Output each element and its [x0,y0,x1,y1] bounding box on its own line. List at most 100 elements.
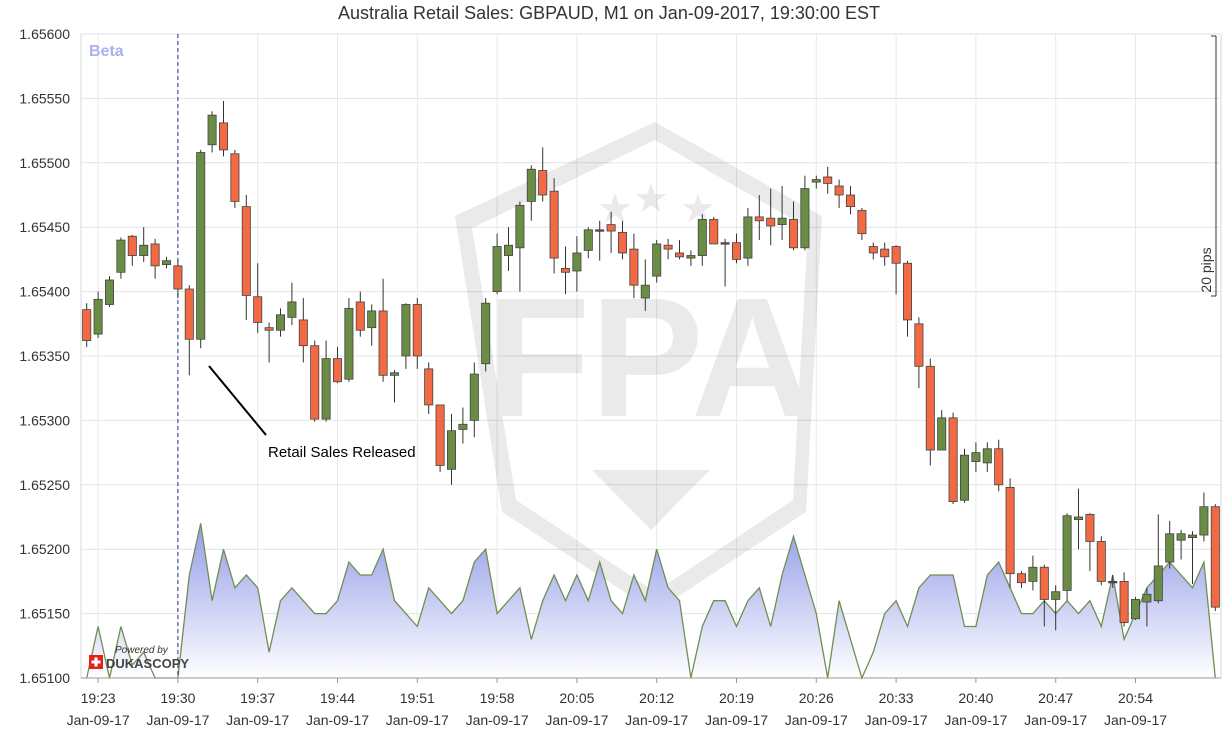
candle [709,216,719,245]
candle-body [1130,599,1141,620]
candle-body [310,345,320,420]
y-tick-label: 1.65350 [19,348,70,364]
candle [412,298,422,369]
candle-body [1051,591,1061,600]
candle-body [743,216,753,259]
candle [435,404,445,472]
candle-body [663,244,673,250]
watermark-star-1: ★ [597,187,633,231]
x-tick-time: 20:05 [559,690,594,706]
annotation-label: Retail Sales Released [268,444,416,461]
candle [595,220,605,261]
candle-body [458,423,468,430]
candle [1028,555,1038,591]
candle [845,185,856,215]
candle [1039,564,1049,627]
candle-body [287,301,297,318]
candle [127,234,137,266]
candle [606,211,616,253]
candle-body [1062,515,1072,591]
candle-body [1073,516,1084,520]
candle [937,410,947,451]
x-tick-date: Jan-09-17 [226,712,289,728]
candle-body [1096,541,1106,582]
candle [959,448,970,503]
candle [617,220,628,260]
candle [1153,514,1163,604]
candle [800,175,810,251]
candle-body [401,304,411,357]
volume-line [86,523,1216,680]
candle-body [218,122,229,151]
x-tick-time: 19:58 [480,690,515,706]
candle-body [971,452,981,463]
candle-body [264,327,274,331]
candle-body [845,194,856,207]
candle [720,238,730,287]
candle-body [1199,506,1209,536]
x-tick-date: Jan-09-17 [705,712,768,728]
candle-body [412,304,422,357]
candle [401,303,411,369]
candle [1130,596,1141,621]
candle-body [674,252,685,258]
y-tick-label: 1.65100 [19,670,70,686]
candle [663,238,673,260]
candle-body [902,262,913,321]
candle-body [891,246,901,264]
annotation: Retail Sales Released [208,365,416,461]
candle [754,195,764,241]
candle-body [515,204,525,249]
candle-body [253,296,263,323]
candle-body [161,260,172,265]
candle-body [959,454,970,501]
candle [982,442,992,472]
candle [1108,574,1118,588]
x-tick-date: Jan-09-17 [67,712,130,728]
candle-body [1153,565,1163,602]
candle-body [982,448,992,464]
candle [264,322,274,363]
candle [139,227,149,262]
candle-body [116,239,126,273]
x-tick-time: 20:40 [958,690,993,706]
candle [560,246,571,295]
candle-body [754,216,764,222]
candle-body [606,224,616,232]
candle-body [766,217,776,227]
candle-body [1016,573,1027,584]
candle [743,207,753,266]
candle-body [332,358,343,383]
candle-body [709,219,719,245]
x-tick-time: 20:12 [639,690,674,706]
candle-body [492,246,502,293]
candle [1051,585,1061,631]
watermark-text: FPA [486,263,813,453]
candle [674,240,685,260]
candle-body [629,248,639,286]
candle-body [857,210,867,235]
y-tick-label: 1.65450 [19,219,70,235]
candle [914,317,924,389]
candle [1165,520,1175,569]
y-tick-label: 1.65600 [19,26,70,42]
x-tick-time: 19:30 [160,690,195,706]
y-tick-label: 1.65300 [19,412,70,428]
candle [549,178,559,274]
candle-body [446,430,457,470]
candle [355,291,365,337]
x-tick-time: 19:37 [240,690,275,706]
candle-body [720,242,730,245]
candle [481,298,491,372]
dukascopy-brand: DUKASCOPY [106,656,189,671]
candle-body [1085,514,1095,542]
candle-body [503,244,514,256]
x-tick-date: Jan-09-17 [865,712,928,728]
candle [1142,587,1152,627]
candle [275,308,286,337]
candle [446,413,457,485]
candle-body [355,301,365,331]
candle [697,214,707,266]
x-tick-time: 20:33 [879,690,914,706]
